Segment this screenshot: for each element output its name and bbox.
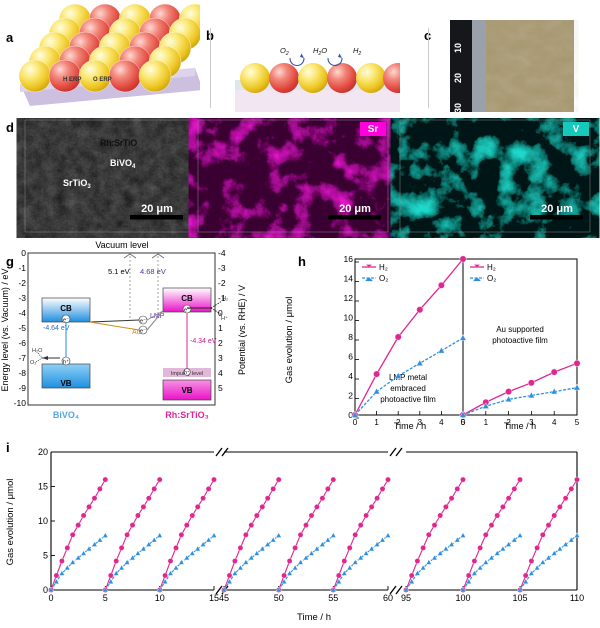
- svg-text:h⁺: h⁺: [184, 370, 190, 376]
- svg-text:6: 6: [348, 352, 353, 362]
- svg-text:55: 55: [328, 593, 338, 603]
- svg-text:20: 20: [453, 73, 463, 83]
- svg-text:photoactive film: photoactive film: [380, 395, 436, 404]
- svg-text:5: 5: [103, 593, 108, 603]
- svg-text:V: V: [573, 124, 580, 135]
- svg-text:CB: CB: [181, 294, 193, 303]
- svg-text:50: 50: [274, 593, 284, 603]
- svg-text:20 μm: 20 μm: [339, 203, 371, 215]
- svg-text:Vacuum level: Vacuum level: [95, 240, 148, 250]
- svg-text:-3: -3: [18, 293, 26, 303]
- svg-text:H₂: H₂: [222, 296, 228, 302]
- svg-text:5: 5: [43, 551, 48, 561]
- svg-text:4: 4: [218, 368, 223, 378]
- svg-text:-3: -3: [218, 263, 226, 273]
- svg-text:8: 8: [348, 332, 353, 342]
- svg-text:105: 105: [512, 593, 527, 603]
- svg-text:-7: -7: [18, 353, 26, 363]
- svg-text:Time / h: Time / h: [394, 421, 426, 430]
- svg-text:Gas evolution / μmol: Gas evolution / μmol: [5, 479, 16, 566]
- svg-text:12: 12: [344, 293, 354, 303]
- svg-text:O₂: O₂: [30, 360, 36, 366]
- svg-text:O ERP: O ERP: [93, 77, 112, 83]
- svg-text:photoactive film: photoactive film: [492, 336, 548, 345]
- svg-text:4: 4: [348, 371, 353, 381]
- svg-text:1: 1: [374, 418, 379, 427]
- svg-text:16: 16: [344, 254, 354, 264]
- svg-text:-2: -2: [18, 278, 26, 288]
- svg-text:100: 100: [455, 593, 470, 603]
- svg-text:5: 5: [575, 418, 580, 427]
- svg-text:60: 60: [383, 593, 393, 603]
- svg-text:20 μm: 20 μm: [541, 203, 573, 215]
- svg-text:H₂: H₂: [487, 263, 496, 272]
- svg-text:VB: VB: [60, 379, 71, 388]
- svg-text:15: 15: [209, 593, 219, 603]
- svg-text:95: 95: [401, 593, 411, 603]
- svg-text:20 μm: 20 μm: [141, 203, 173, 215]
- svg-text:45: 45: [219, 593, 229, 603]
- svg-text:O₂: O₂: [379, 274, 388, 283]
- svg-text:2: 2: [348, 391, 353, 401]
- svg-text:-5: -5: [18, 323, 26, 333]
- svg-text:0: 0: [21, 248, 26, 258]
- svg-text:H ERP: H ERP: [63, 77, 81, 83]
- svg-text:Energy level (vs. Vacuum) / eV: Energy level (vs. Vacuum) / eV: [0, 269, 10, 392]
- svg-text:10: 10: [38, 516, 48, 526]
- svg-text:H2O: H2O: [313, 46, 327, 57]
- svg-text:H₂: H₂: [379, 263, 388, 272]
- svg-text:-2: -2: [218, 278, 226, 288]
- svg-text:15: 15: [38, 482, 48, 492]
- svg-text:-4: -4: [18, 308, 26, 318]
- svg-text:110: 110: [570, 593, 584, 603]
- svg-text:H⁺: H⁺: [221, 315, 228, 322]
- svg-text:Sr: Sr: [368, 124, 379, 135]
- svg-text:4.68 eV: 4.68 eV: [140, 267, 166, 276]
- svg-text:e⁻: e⁻: [140, 329, 146, 335]
- svg-text:1: 1: [218, 323, 223, 333]
- svg-text:Time / h: Time / h: [504, 421, 536, 430]
- svg-text:embraced: embraced: [390, 384, 426, 393]
- svg-text:Au supported: Au supported: [496, 325, 544, 334]
- svg-text:-10: -10: [14, 398, 27, 408]
- svg-text:O2: O2: [280, 46, 289, 57]
- svg-text:5.1 eV: 5.1 eV: [108, 267, 130, 276]
- svg-text:h⁺: h⁺: [63, 359, 69, 366]
- svg-text:Time / h: Time / h: [297, 612, 331, 623]
- svg-text:BiVO₄: BiVO₄: [53, 410, 79, 420]
- svg-text:10: 10: [155, 593, 165, 603]
- svg-text:1: 1: [484, 418, 489, 427]
- svg-text:10: 10: [453, 43, 463, 53]
- svg-text:-4: -4: [218, 248, 226, 258]
- svg-text:0: 0: [461, 418, 466, 427]
- svg-text:VB: VB: [181, 386, 192, 395]
- svg-text:4: 4: [439, 418, 444, 427]
- svg-text:LMP metal: LMP metal: [389, 373, 427, 382]
- svg-text:Gas evolution / μmol: Gas evolution / μmol: [284, 297, 295, 384]
- svg-text:0: 0: [48, 593, 53, 603]
- svg-text:Potential (vs. RHE) / V: Potential (vs. RHE) / V: [237, 285, 247, 375]
- svg-text:H2: H2: [353, 46, 361, 57]
- svg-text:4: 4: [552, 418, 557, 427]
- svg-text:-8: -8: [18, 368, 26, 378]
- svg-text:-1: -1: [18, 263, 26, 273]
- svg-text:H₂O: H₂O: [32, 348, 43, 354]
- svg-text:30: 30: [453, 103, 463, 112]
- svg-text:Rh:SrTiO: Rh:SrTiO: [100, 138, 137, 148]
- svg-text:0: 0: [43, 585, 48, 595]
- svg-text:Rh:SrTiO₃: Rh:SrTiO₃: [165, 410, 209, 420]
- svg-text:20: 20: [38, 447, 48, 457]
- svg-text:e⁻: e⁻: [140, 319, 146, 325]
- svg-text:-6: -6: [18, 338, 26, 348]
- svg-text:5: 5: [218, 383, 223, 393]
- svg-text:3: 3: [218, 353, 223, 363]
- svg-text:O₂: O₂: [487, 274, 496, 283]
- svg-text:10: 10: [344, 313, 354, 323]
- svg-text:2: 2: [218, 338, 223, 348]
- svg-text:0: 0: [353, 418, 358, 427]
- svg-text:CB: CB: [60, 304, 72, 313]
- svg-text:-9: -9: [18, 383, 26, 393]
- svg-text:14: 14: [344, 274, 354, 284]
- svg-text:-4.34 eV: -4.34 eV: [190, 338, 217, 345]
